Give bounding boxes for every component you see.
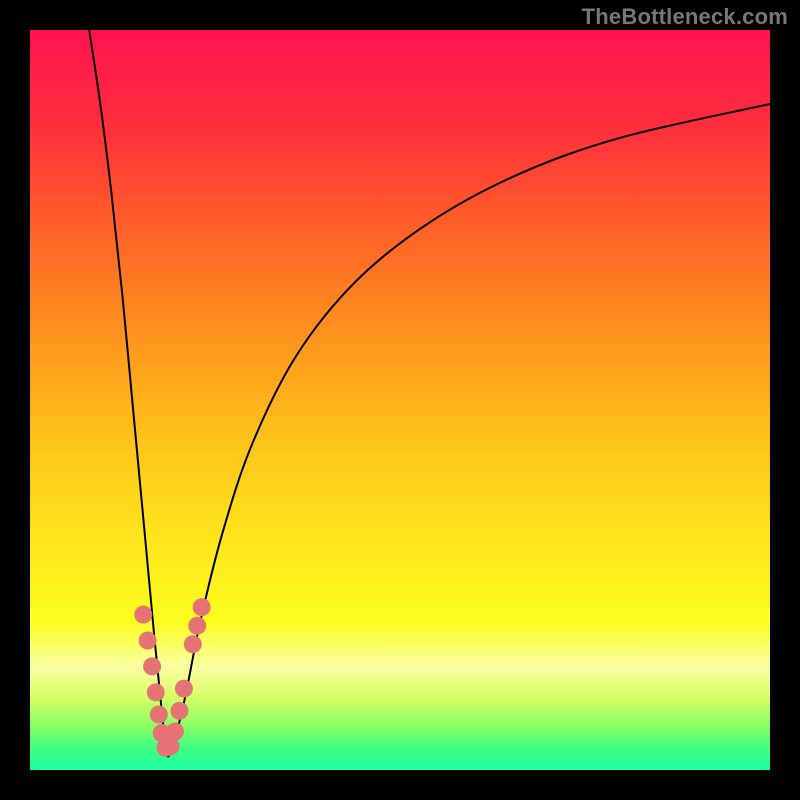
marker-point bbox=[143, 657, 161, 675]
plot-area bbox=[30, 30, 770, 770]
gradient-background bbox=[30, 30, 770, 770]
marker-point bbox=[193, 598, 211, 616]
marker-point bbox=[139, 632, 157, 650]
bottleneck-curve-chart bbox=[30, 30, 770, 770]
watermark-label: TheBottleneck.com bbox=[582, 4, 788, 30]
marker-point bbox=[150, 706, 168, 724]
marker-point bbox=[134, 606, 152, 624]
marker-point bbox=[170, 702, 188, 720]
marker-point bbox=[184, 635, 202, 653]
chart-frame: TheBottleneck.com bbox=[0, 0, 800, 800]
marker-point bbox=[147, 683, 165, 701]
marker-point bbox=[175, 680, 193, 698]
marker-point bbox=[166, 723, 184, 741]
marker-point bbox=[188, 617, 206, 635]
